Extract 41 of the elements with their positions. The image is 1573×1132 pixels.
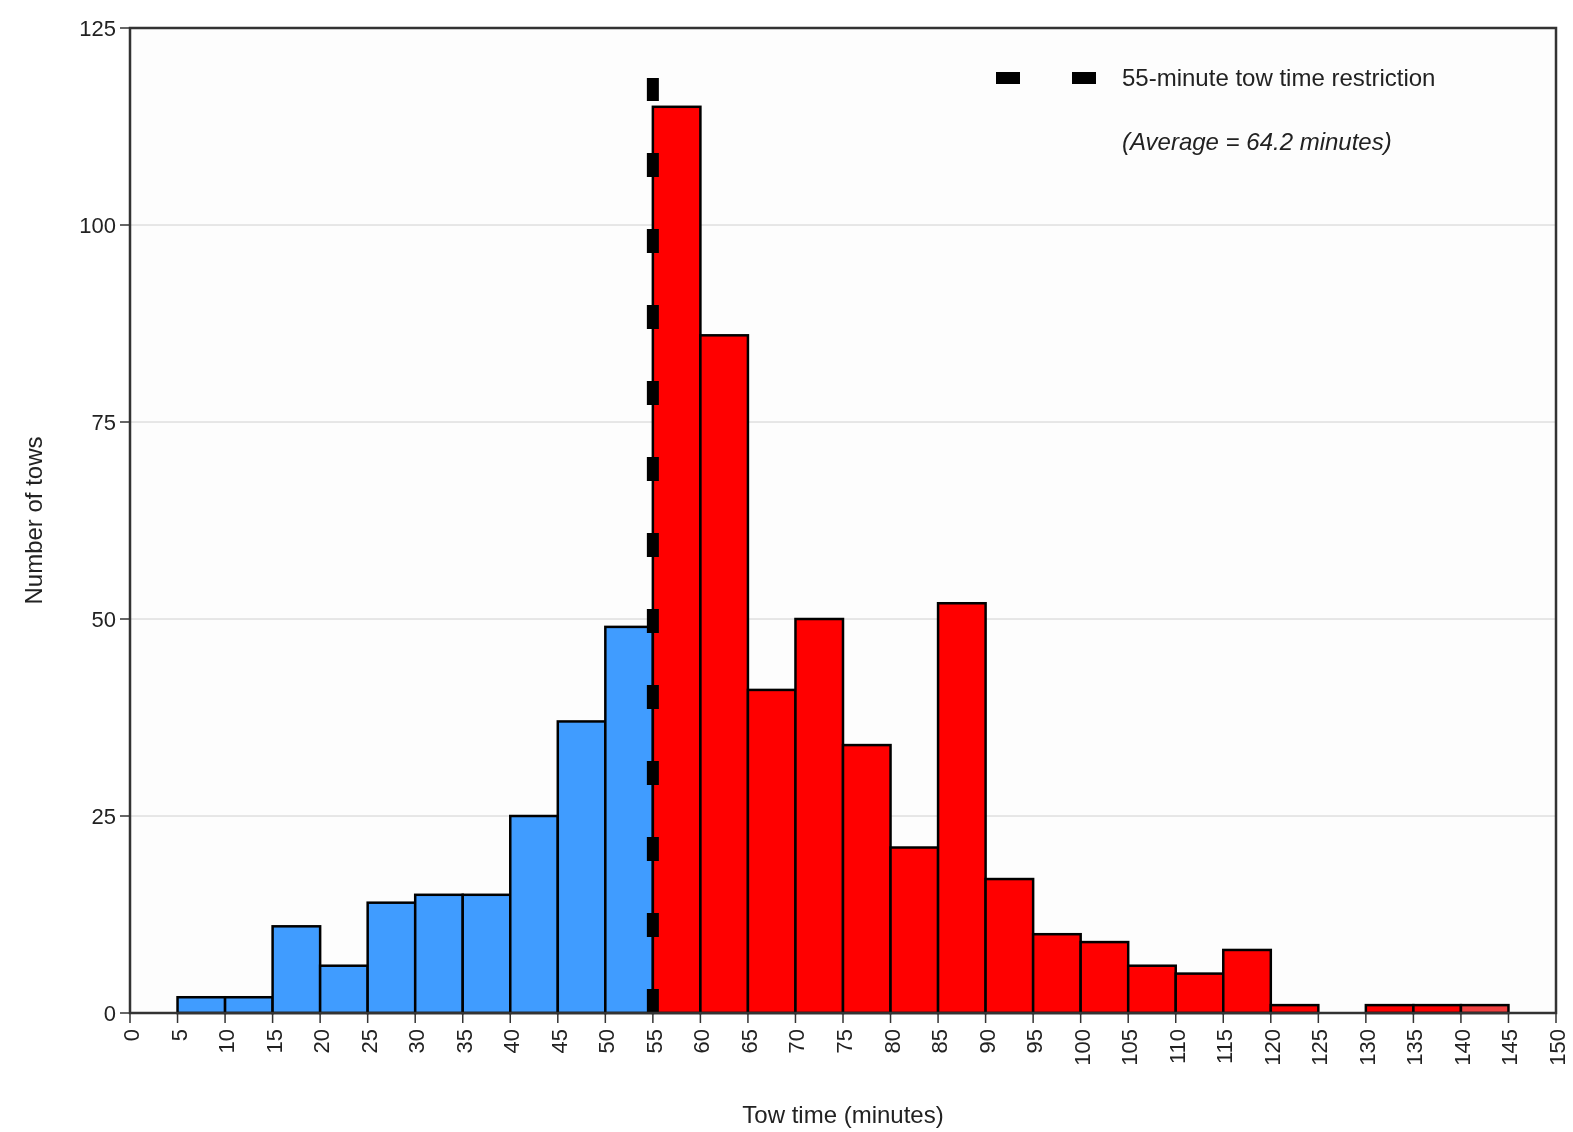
x-tick-label: 145 [1497,1029,1523,1066]
x-tick-label: 0 [119,1029,144,1042]
x-tick-label: 30 [404,1029,430,1054]
x-tick-label: 70 [784,1029,810,1054]
x-tick-label: 115 [1212,1029,1238,1065]
y-tick-label: 75 [91,410,116,435]
y-tick-label: 0 [103,1001,116,1026]
x-tick-label: 75 [832,1029,857,1054]
x-tick-label: 60 [689,1029,715,1054]
x-tick-label: 140 [1449,1029,1475,1066]
x-axis-title: Tow time (minutes) [742,1101,944,1128]
x-tick-label: 100 [1069,1029,1095,1066]
y-tick-label: 25 [91,804,116,829]
x-tick-label: 65 [736,1029,762,1054]
x-tick-label: 135 [1402,1029,1428,1066]
x-tick-label: 105 [1117,1029,1143,1066]
ref-line-label: 55-minute tow time restriction [1122,64,1436,91]
x-tick-label: 125 [1307,1029,1333,1066]
x-tick-label: 120 [1259,1029,1285,1066]
x-tick-label: 10 [214,1029,240,1054]
x-tick-label: 90 [974,1029,1000,1054]
x-tick-label: 150 [1545,1029,1570,1066]
x-tick-label: 50 [594,1029,620,1054]
x-tick-label: 5 [166,1029,192,1042]
y-tick-label: 100 [79,213,116,238]
x-tick-label: 55 [641,1029,667,1054]
x-tick-label: 110 [1164,1029,1190,1065]
x-tick-label: 80 [879,1029,905,1054]
x-tick-label: 95 [1022,1029,1048,1054]
x-tick-label: 85 [927,1029,953,1054]
y-axis-title: Number of tows [20,436,47,605]
y-tick-label: 125 [79,16,116,41]
x-tick-label: 15 [261,1029,287,1054]
annotation: (Average = 64.2 minutes) [1122,128,1392,155]
x-tick-label: 35 [451,1029,477,1054]
y-tick-label: 50 [91,607,116,632]
x-tick-label: 20 [309,1029,335,1054]
x-tick-label: 45 [546,1029,572,1054]
x-tick-label: 25 [356,1029,382,1054]
x-tick-label: 40 [499,1029,525,1054]
x-tick-label: 130 [1354,1029,1380,1066]
